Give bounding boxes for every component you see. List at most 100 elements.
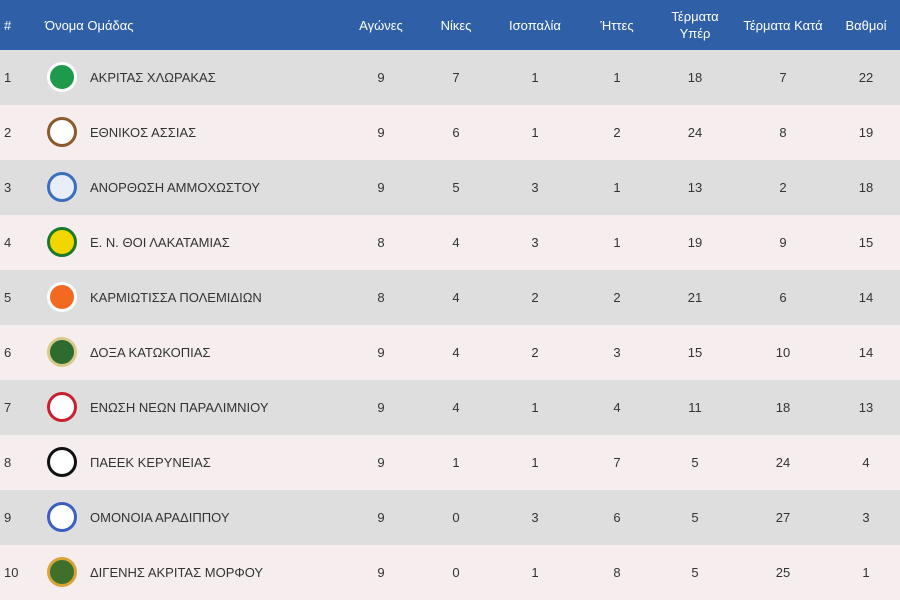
team-name: ΑΝΟΡΘΩΣΗ ΑΜΜΟΧΩΣΤΟΥ	[90, 180, 260, 195]
table-cell: 27	[775, 510, 791, 525]
table-cell: 3	[4, 180, 12, 195]
table-cell: 4	[452, 235, 460, 250]
table-cell: 2	[531, 290, 539, 305]
table-cell: 1	[531, 125, 539, 140]
column-header: Ήττες	[600, 17, 634, 33]
table-cell: 13	[858, 400, 874, 415]
team-logo	[47, 337, 77, 367]
table-cell: 10	[4, 565, 19, 580]
table-cell: 4	[452, 345, 460, 360]
team-logo	[47, 282, 77, 312]
table-cell: 1	[531, 70, 539, 85]
team-logo	[47, 447, 77, 477]
table-cell: 6	[779, 290, 787, 305]
table-cell: 5	[691, 565, 699, 580]
table-cell: 15	[687, 345, 703, 360]
table-cell: 1	[862, 565, 870, 580]
table-cell: 8	[377, 235, 385, 250]
table-cell: 2	[613, 125, 621, 140]
table-cell: 0	[452, 565, 460, 580]
table-cell: 9	[377, 125, 385, 140]
table-cell: 18	[687, 70, 703, 85]
table-cell: 9	[377, 400, 385, 415]
table-cell: 9	[377, 180, 385, 195]
table-row	[0, 380, 900, 435]
table-cell: 2	[531, 345, 539, 360]
table-cell: 6	[613, 510, 621, 525]
table-cell: 19	[858, 125, 874, 140]
team-name: Ε. Ν. ΘΟΙ ΛΑΚΑΤΑΜΙΑΣ	[90, 235, 230, 250]
table-cell: 9	[377, 345, 385, 360]
table-cell: 15	[858, 235, 874, 250]
table-cell: 25	[775, 565, 791, 580]
team-name: ΕΝΩΣΗ ΝΕΩΝ ΠΑΡΑΛΙΜΝΙΟΥ	[90, 400, 269, 415]
table-header	[0, 0, 900, 50]
table-cell: 7	[613, 455, 621, 470]
table-cell: 5	[4, 290, 12, 305]
team-logo	[47, 62, 77, 92]
table-cell: 1	[4, 70, 12, 85]
team-logo	[47, 227, 77, 257]
table-cell: 7	[452, 70, 460, 85]
table-cell: 13	[687, 180, 703, 195]
table-cell: 9	[4, 510, 12, 525]
table-cell: 18	[858, 180, 874, 195]
table-row	[0, 105, 900, 160]
table-cell: 4	[452, 400, 460, 415]
table-cell: 2	[4, 125, 12, 140]
table-cell: 9	[377, 565, 385, 580]
table-cell: 9	[377, 455, 385, 470]
team-name: ΔΙΓΕΝΗΣ ΑΚΡΙΤΑΣ ΜΟΡΦΟΥ	[90, 565, 264, 580]
table-cell: 18	[775, 400, 791, 415]
column-header: #	[4, 17, 12, 33]
team-logo	[47, 392, 77, 422]
column-header: Τέρματα Υπέρ	[671, 9, 719, 41]
table-cell: 3	[531, 510, 539, 525]
table-cell: 8	[377, 290, 385, 305]
table-cell: 3	[531, 235, 539, 250]
table-cell: 19	[687, 235, 703, 250]
table-cell: 7	[779, 70, 787, 85]
table-row	[0, 215, 900, 270]
table-cell: 9	[779, 235, 787, 250]
table-cell: 24	[775, 455, 791, 470]
table-cell: 4	[4, 235, 12, 250]
table-cell: 8	[779, 125, 787, 140]
table-cell: 3	[531, 180, 539, 195]
table-cell: 9	[377, 70, 385, 85]
table-row	[0, 490, 900, 545]
table-cell: 4	[452, 290, 460, 305]
table-cell: 10	[775, 345, 791, 360]
table-row	[0, 270, 900, 325]
team-name: ΟΜΟΝΟΙΑ ΑΡΑΔΙΠΠΟΥ	[90, 510, 230, 525]
table-cell: 1	[531, 400, 539, 415]
table-cell: 0	[452, 510, 460, 525]
table-cell: 2	[779, 180, 787, 195]
table-cell: 4	[613, 400, 621, 415]
team-name: ΚΑΡΜΙΩΤΙΣΣΑ ΠΟΛΕΜΙΔΙΩΝ	[90, 290, 262, 305]
table-cell: 3	[862, 510, 870, 525]
column-header: Νίκες	[440, 17, 472, 33]
table-cell: 9	[377, 510, 385, 525]
column-header: Αγώνες	[359, 17, 403, 33]
table-cell: 24	[687, 125, 703, 140]
table-cell: 21	[687, 290, 703, 305]
table-row	[0, 160, 900, 215]
table-cell: 8	[613, 565, 621, 580]
team-name: ΔΟΞΑ ΚΑΤΩΚΟΠΙΑΣ	[90, 345, 211, 360]
column-header: Ισοπαλία	[509, 17, 561, 33]
table-cell: 4	[862, 455, 870, 470]
team-name: ΠΑΕΕΚ ΚΕΡΥΝΕΙΑΣ	[90, 455, 211, 470]
team-logo	[47, 117, 77, 147]
team-name: ΑΚΡΙΤΑΣ ΧΛΩΡΑΚΑΣ	[90, 70, 216, 85]
table-cell: 8	[4, 455, 12, 470]
team-logo	[47, 172, 77, 202]
table-cell: 7	[4, 400, 12, 415]
team-name: ΕΘΝΙΚΟΣ ΑΣΣΙΑΣ	[90, 125, 197, 140]
table-row	[0, 435, 900, 490]
table-cell: 1	[613, 70, 621, 85]
team-logo	[47, 557, 77, 587]
table-cell: 22	[858, 70, 874, 85]
table-cell: 6	[4, 345, 12, 360]
